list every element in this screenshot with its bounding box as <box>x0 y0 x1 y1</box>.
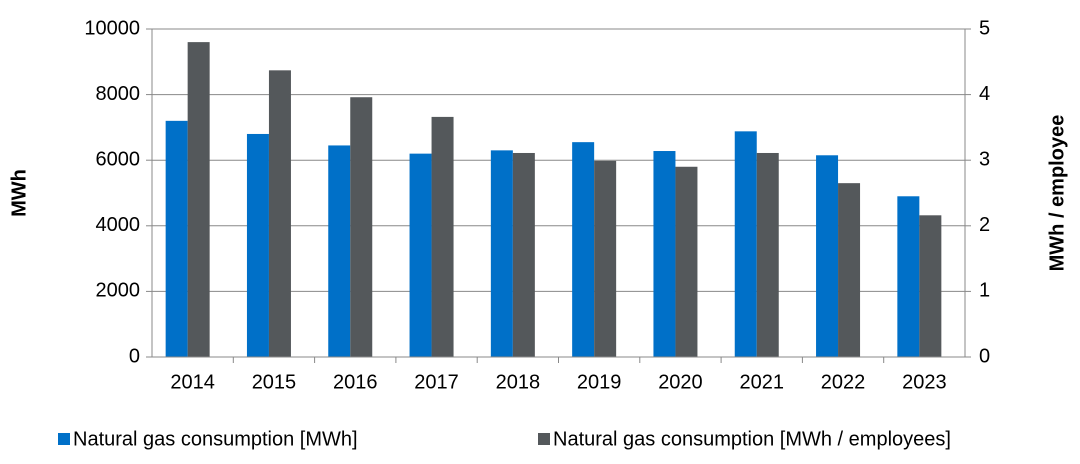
bar <box>512 152 535 357</box>
bar <box>756 152 779 357</box>
bar <box>653 151 676 357</box>
legend-swatch <box>58 433 70 445</box>
y2-tick-label: 4 <box>979 83 990 105</box>
y2-tick-label: 2 <box>979 214 990 236</box>
bar <box>490 150 513 357</box>
y2-tick-label: 5 <box>979 17 990 39</box>
x-tick-label: 2020 <box>658 371 703 393</box>
x-tick-label: 2017 <box>414 371 459 393</box>
bar <box>594 160 617 357</box>
y2-axis-title: MWh / employee <box>1046 115 1068 272</box>
bar <box>187 42 210 358</box>
bar <box>350 97 373 357</box>
y-tick-label: 10000 <box>84 17 140 39</box>
bar <box>431 116 454 358</box>
y2-tick-label: 1 <box>979 280 990 302</box>
x-tick-label: 2018 <box>496 371 541 393</box>
bar <box>816 155 839 357</box>
y2-tick-label: 0 <box>979 345 990 367</box>
legend-swatch <box>538 433 550 445</box>
bar <box>572 142 595 357</box>
bar <box>165 120 188 357</box>
x-tick-label: 2023 <box>902 371 947 393</box>
y-tick-label: 4000 <box>96 214 141 236</box>
x-tick-label: 2019 <box>577 371 622 393</box>
legend-label: Natural gas consumption [MWh / employees… <box>553 428 951 450</box>
y-axis-title: MWh <box>8 169 30 217</box>
x-tick-label: 2021 <box>740 371 785 393</box>
y-tick-label: 8000 <box>96 83 141 105</box>
bar <box>897 196 920 357</box>
bar <box>328 145 351 357</box>
x-tick-label: 2022 <box>821 371 866 393</box>
x-tick-label: 2015 <box>252 371 297 393</box>
bar <box>675 166 698 357</box>
bar <box>268 70 291 357</box>
x-tick-label: 2014 <box>170 371 215 393</box>
y-tick-label: 6000 <box>96 148 141 170</box>
y2-tick-label: 3 <box>979 148 990 170</box>
bar <box>838 183 861 357</box>
x-tick-label: 2016 <box>333 371 378 393</box>
bar <box>409 153 432 357</box>
bar <box>246 133 269 357</box>
legend-label: Natural gas consumption [MWh] <box>73 428 358 450</box>
y-tick-label: 0 <box>129 345 140 367</box>
y-tick-label: 2000 <box>96 280 141 302</box>
bar <box>734 131 757 357</box>
bar <box>919 215 942 357</box>
